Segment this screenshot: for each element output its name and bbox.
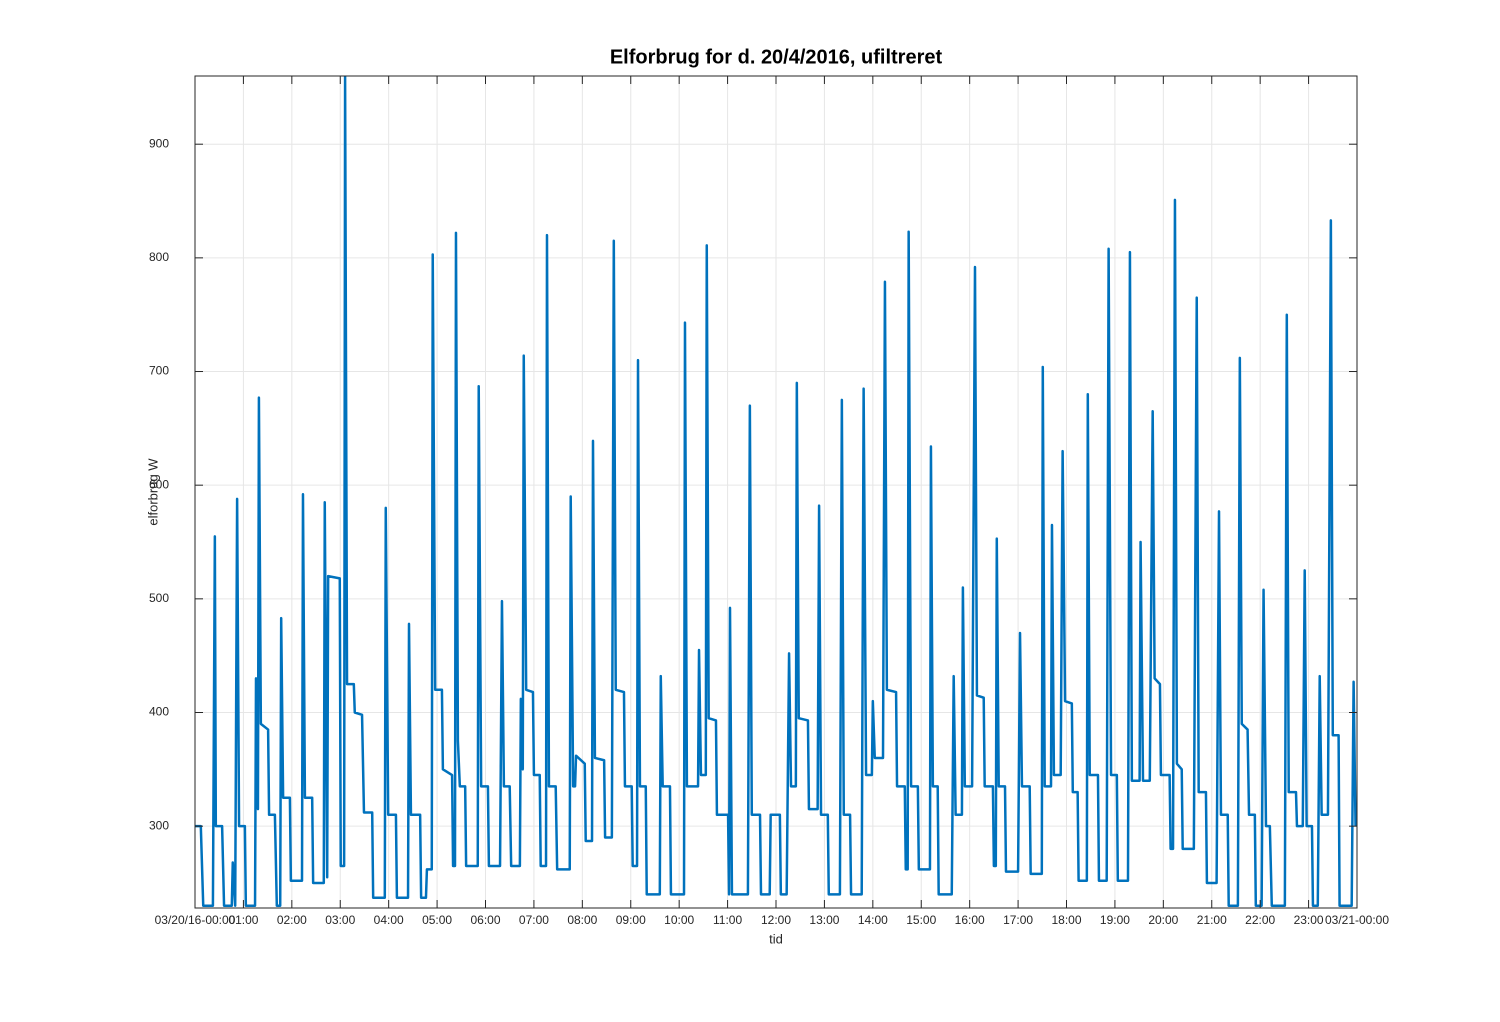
plot-area xyxy=(195,76,1357,907)
x-tick-label: 11:00 xyxy=(713,913,742,927)
x-tick-label: 04:00 xyxy=(374,913,404,927)
x-tick-label: 15:00 xyxy=(906,913,936,927)
grid xyxy=(194,76,1358,908)
x-tick-label: 22:00 xyxy=(1245,913,1275,927)
x-tick-label: 09:00 xyxy=(616,913,646,927)
y-tick-label: 500 xyxy=(149,591,169,605)
x-axis-label: tid xyxy=(769,931,783,946)
x-tick-label: 20:00 xyxy=(1148,913,1178,927)
y-tick-label: 400 xyxy=(149,705,169,719)
x-tick-label: 08:00 xyxy=(567,913,597,927)
x-tick-label: 18:00 xyxy=(1051,913,1081,927)
x-tick-label: 23:00 xyxy=(1294,913,1324,927)
x-tick-label: 19:00 xyxy=(1100,913,1130,927)
x-tick-label: 13:00 xyxy=(809,913,839,927)
x-tick-label: 10:00 xyxy=(664,913,694,927)
x-tick-label: 02:00 xyxy=(277,913,307,927)
x-tick-label: 03/20/16-00:00 xyxy=(155,913,236,927)
x-tick-label: 21:00 xyxy=(1197,913,1227,927)
x-tick-label: 03:00 xyxy=(325,913,355,927)
y-tick-label: 800 xyxy=(149,250,169,264)
x-tick-label: 06:00 xyxy=(470,913,500,927)
x-tick-label: 05:00 xyxy=(422,913,452,927)
y-axis-label: elforbrug W xyxy=(145,458,160,526)
data-line xyxy=(195,76,1357,907)
x-tick-label: 07:00 xyxy=(519,913,549,927)
y-tick-label: 600 xyxy=(149,477,169,491)
x-tick-label: 16:00 xyxy=(955,913,985,927)
x-tick-label: 01:00 xyxy=(228,913,258,927)
x-tick-label: 03/21-00:00 xyxy=(1325,913,1389,927)
y-tick-label: 700 xyxy=(149,364,169,378)
x-tick-label: 17:00 xyxy=(1003,913,1033,927)
y-tick-label: 900 xyxy=(149,136,169,150)
chart-title: Elforbrug for d. 20/4/2016, ufiltreret xyxy=(610,46,943,68)
x-tick-label: 12:00 xyxy=(761,913,791,927)
x-tick-label: 14:00 xyxy=(858,913,888,927)
y-tick-label: 300 xyxy=(149,818,169,832)
